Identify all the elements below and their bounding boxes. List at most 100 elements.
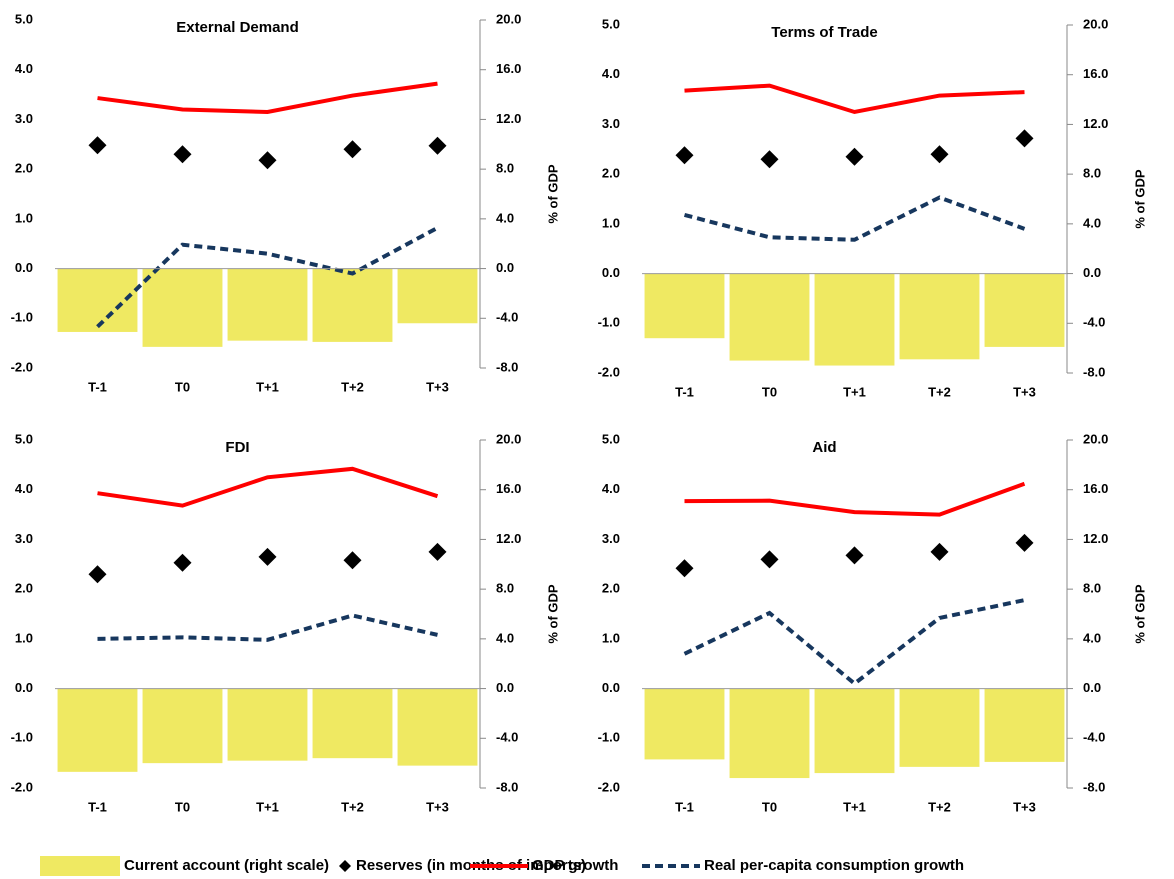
y2-tick-label: -4.0 bbox=[1083, 315, 1105, 330]
bar bbox=[729, 688, 810, 779]
x-tick-label: T+3 bbox=[1013, 384, 1036, 399]
legend: Current account (right scale) Reserves (i… bbox=[40, 856, 964, 876]
y2-tick-label: 20.0 bbox=[496, 11, 521, 26]
legend-swatch bbox=[40, 856, 120, 876]
y-tick-label: 5.0 bbox=[602, 16, 620, 31]
y-tick-label: -1.0 bbox=[598, 315, 620, 330]
y-tick-label: 3.0 bbox=[15, 531, 33, 546]
y-tick-label: 4.0 bbox=[15, 61, 33, 76]
y2-tick-label: 8.0 bbox=[496, 161, 514, 176]
y2-tick-label: -8.0 bbox=[496, 779, 518, 794]
chart-title: External Demand bbox=[176, 19, 299, 36]
y2-tick-label: 4.0 bbox=[1083, 215, 1101, 230]
line bbox=[97, 466, 439, 508]
bar bbox=[227, 268, 308, 341]
line bbox=[684, 83, 1025, 115]
y2-tick-label: 16.0 bbox=[1083, 66, 1108, 81]
y-tick-label: 3.0 bbox=[15, 111, 33, 126]
y-tick-label: 1.0 bbox=[602, 630, 620, 645]
y2-tick-label: 16.0 bbox=[496, 61, 521, 76]
bar bbox=[814, 688, 895, 774]
marker bbox=[760, 550, 779, 569]
x-tick-label: T+2 bbox=[928, 384, 951, 399]
y-tick-label: 5.0 bbox=[15, 11, 33, 26]
y2-tick-label: -4.0 bbox=[496, 310, 518, 325]
y-tick-label: -1.0 bbox=[11, 310, 33, 325]
x-tick-label: T+3 bbox=[1013, 799, 1036, 814]
marker bbox=[88, 136, 107, 155]
marker bbox=[1015, 129, 1034, 148]
y2-tick-label: 20.0 bbox=[1083, 431, 1108, 446]
y-tick-label: 4.0 bbox=[602, 66, 620, 81]
y2-tick-label: 20.0 bbox=[496, 431, 521, 446]
y-tick-label: 2.0 bbox=[15, 581, 33, 596]
y-tick-label: -2.0 bbox=[598, 779, 620, 794]
y2-tick-label: 12.0 bbox=[1083, 531, 1108, 546]
y2-tick-label: -8.0 bbox=[1083, 364, 1105, 379]
bar bbox=[984, 688, 1065, 762]
bar bbox=[644, 688, 725, 760]
y-tick-label: 1.0 bbox=[602, 215, 620, 230]
x-tick-label: T0 bbox=[175, 799, 190, 814]
y2-tick-label: 4.0 bbox=[1083, 630, 1101, 645]
marker bbox=[428, 136, 447, 155]
marker bbox=[88, 565, 107, 584]
marker bbox=[173, 553, 192, 572]
y2-axis-label: % of GDP bbox=[545, 164, 560, 224]
line bbox=[97, 613, 438, 642]
y-tick-label: 0.0 bbox=[602, 680, 620, 695]
y2-tick-label: 0.0 bbox=[496, 680, 514, 695]
x-tick-label: T+3 bbox=[426, 799, 449, 814]
x-tick-label: T+1 bbox=[256, 379, 279, 394]
bar bbox=[312, 688, 393, 759]
bar bbox=[984, 273, 1065, 347]
y2-tick-label: -8.0 bbox=[496, 359, 518, 374]
bar bbox=[899, 273, 980, 360]
y-tick-label: 2.0 bbox=[15, 161, 33, 176]
marker bbox=[845, 546, 864, 565]
legend-label: GDP growth bbox=[532, 857, 618, 874]
bar bbox=[227, 688, 308, 761]
line bbox=[96, 226, 439, 329]
line bbox=[683, 195, 1026, 242]
y2-tick-label: 0.0 bbox=[496, 260, 514, 275]
marker bbox=[760, 150, 779, 169]
x-tick-label: T0 bbox=[762, 384, 777, 399]
marker bbox=[343, 551, 362, 570]
marker bbox=[343, 140, 362, 159]
panel: External Demand -2.0 -1.0 0.0 1.0 2.0 3.0 4.0 5.… bbox=[11, 11, 561, 394]
y2-tick-label: 4.0 bbox=[496, 630, 514, 645]
bar bbox=[644, 273, 725, 339]
y2-tick-label: 8.0 bbox=[496, 581, 514, 596]
chart-title: FDI bbox=[225, 439, 249, 456]
bar bbox=[729, 273, 810, 361]
y-tick-label: 2.0 bbox=[602, 166, 620, 181]
legend-swatch bbox=[339, 860, 351, 872]
x-tick-label: T+1 bbox=[843, 384, 866, 399]
y2-tick-label: 16.0 bbox=[496, 481, 521, 496]
marker bbox=[675, 559, 694, 578]
legend-label: Current account (right scale) bbox=[124, 857, 329, 874]
panel: Aid -2.0 -1.0 0.0 1.0 2.0 3.0 4.0 5.0 -8.0 -4.0 0.0… bbox=[598, 431, 1148, 814]
y2-tick-label: -4.0 bbox=[1083, 730, 1105, 745]
y-tick-label: 4.0 bbox=[602, 481, 620, 496]
line bbox=[97, 81, 438, 114]
y2-tick-label: 12.0 bbox=[1083, 116, 1108, 131]
y-tick-label: 1.0 bbox=[15, 630, 33, 645]
y2-tick-label: 4.0 bbox=[496, 210, 514, 225]
y2-axis-label: % of GDP bbox=[1132, 169, 1147, 229]
bar bbox=[57, 268, 138, 332]
marker bbox=[428, 542, 447, 561]
y2-tick-label: 20.0 bbox=[1083, 16, 1108, 31]
x-tick-label: T+2 bbox=[341, 799, 364, 814]
x-tick-label: T-1 bbox=[675, 384, 694, 399]
chart-title: Terms of Trade bbox=[771, 24, 877, 41]
y-tick-label: -2.0 bbox=[598, 364, 620, 379]
y2-tick-label: 12.0 bbox=[496, 531, 521, 546]
x-tick-label: T+3 bbox=[426, 379, 449, 394]
marker bbox=[675, 146, 694, 165]
bar bbox=[397, 688, 478, 766]
y2-tick-label: 8.0 bbox=[1083, 581, 1101, 596]
